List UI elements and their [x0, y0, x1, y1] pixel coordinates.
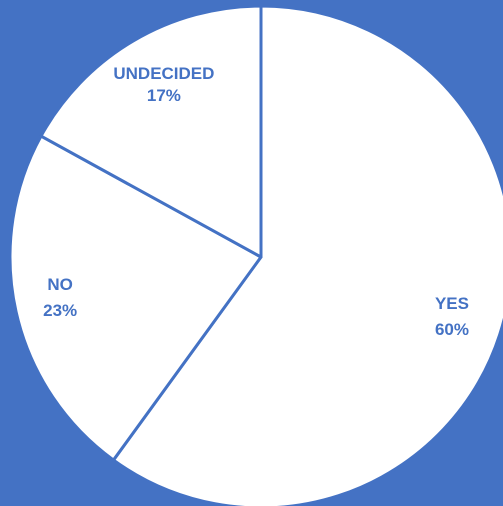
slice-value-label-yes: 60% [435, 320, 469, 339]
slice-value-label-no: 23% [43, 301, 77, 320]
slice-category-label-yes: YES [435, 294, 469, 313]
slice-category-label-undecided: UNDECIDED [113, 64, 214, 83]
pie-slice-undecided [39, 4, 263, 259]
pie-slices [8, 4, 503, 506]
slice-category-label-no: NO [47, 275, 73, 294]
pie-slice-yes [111, 4, 503, 506]
pie-slice-no [8, 134, 263, 462]
pie-labels: YES 60% NO 23% UNDECIDED 17% [43, 64, 469, 339]
slice-value-label-undecided: 17% [147, 86, 181, 105]
